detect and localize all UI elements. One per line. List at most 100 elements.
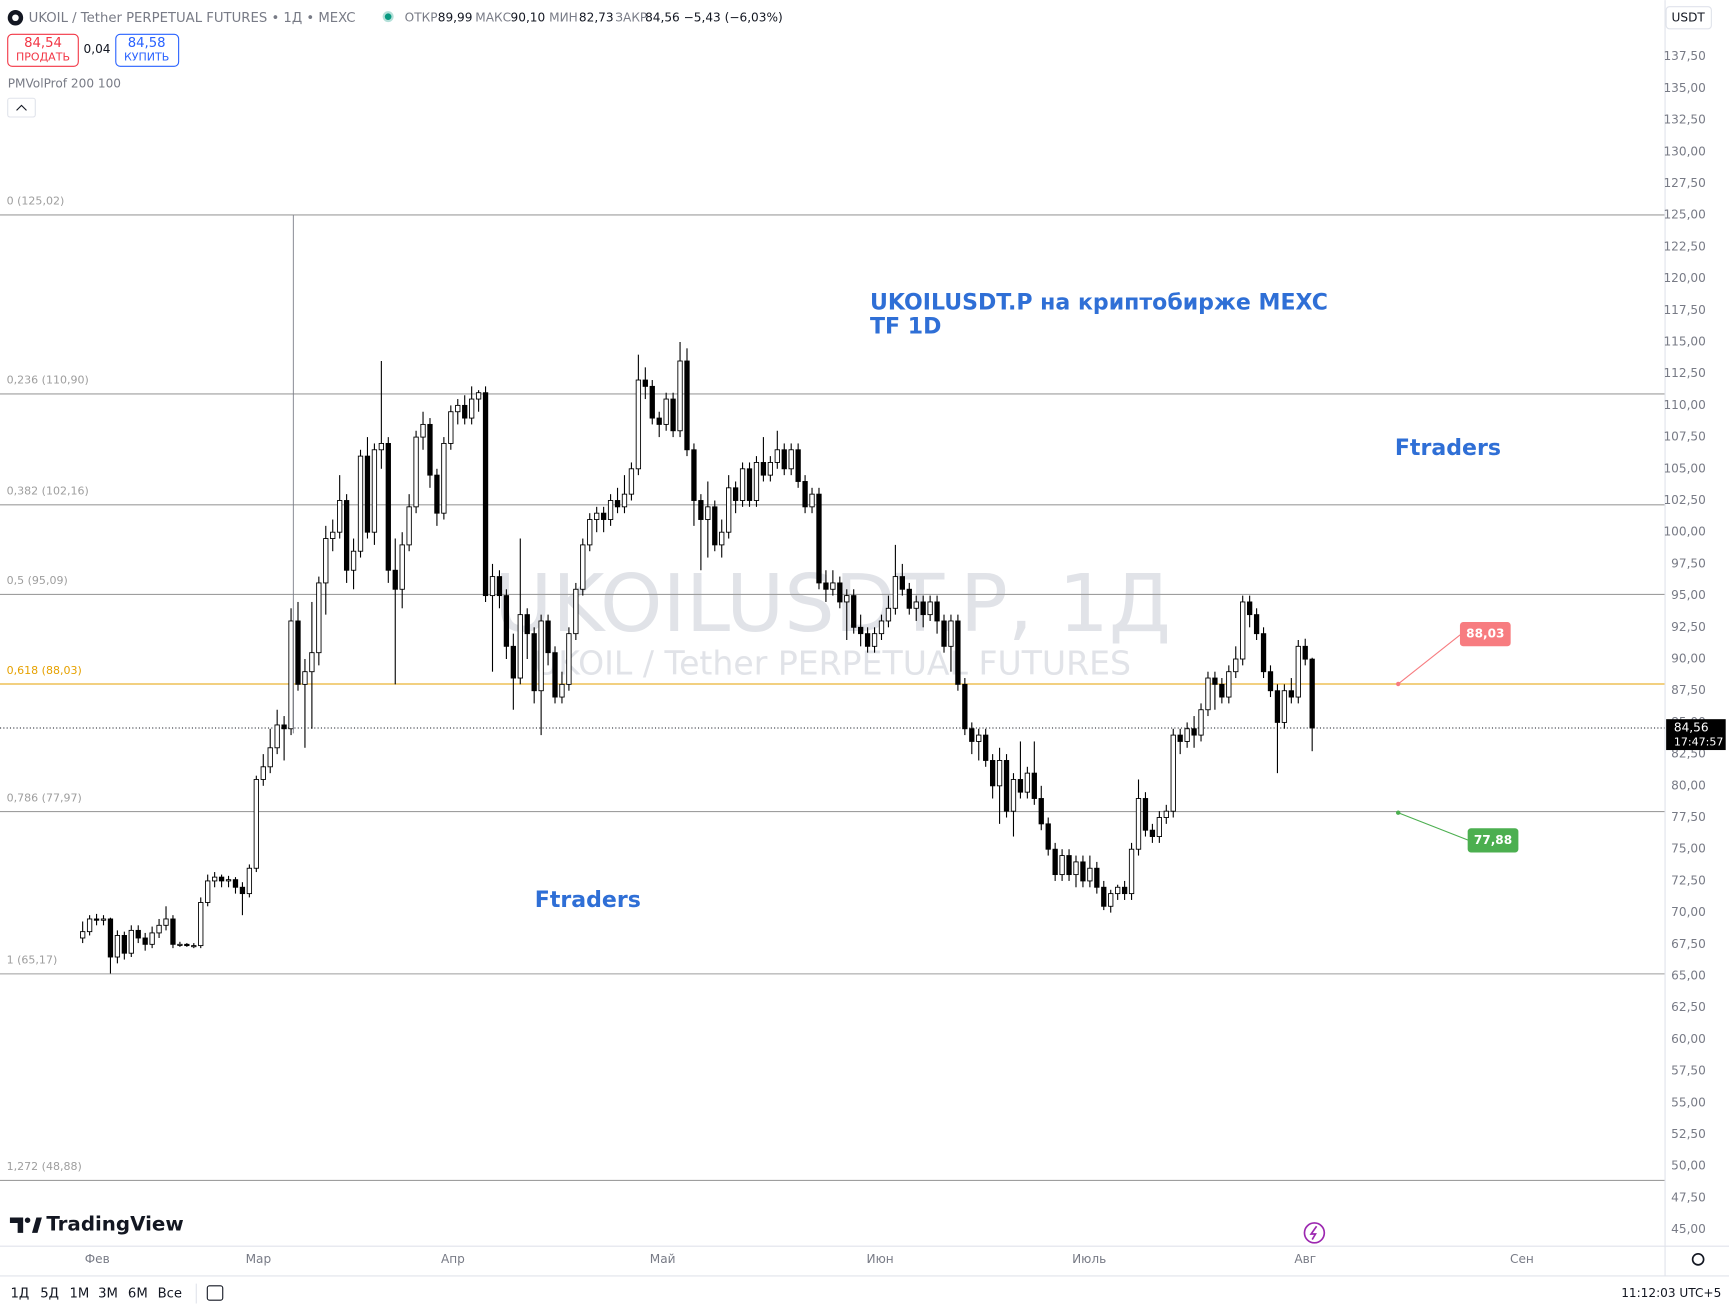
candle-body — [1267, 671, 1274, 692]
x-tick-label: Фев — [85, 1252, 110, 1266]
y-tick-label: 110,00 — [1663, 398, 1705, 412]
last-price-tag — [1666, 719, 1726, 751]
annotation: UKOILUSDT.P на криптобирже MEXC — [870, 290, 1328, 315]
candle-body — [989, 760, 996, 787]
range-button[interactable]: 5Д — [40, 1287, 59, 1302]
candle-body — [656, 417, 662, 425]
y-tick-label: 117,50 — [1663, 303, 1705, 317]
candle-body — [816, 493, 822, 584]
sell-button[interactable]: 84,54 ПРОДАТЬ — [7, 33, 79, 67]
price-note-box[interactable] — [1459, 622, 1511, 647]
currency-button[interactable]: USDT — [1665, 6, 1712, 30]
brand: TradingView — [9, 1213, 184, 1236]
calendar-icon[interactable] — [206, 1285, 224, 1301]
candle-body — [1247, 601, 1253, 616]
sell-price: 84,54 — [24, 36, 62, 51]
candle-body — [239, 886, 246, 895]
candle-body — [80, 931, 86, 939]
candle-body — [517, 614, 523, 679]
candle-body — [218, 876, 225, 882]
price-note-anchor — [1395, 810, 1401, 815]
candle-body — [246, 867, 253, 895]
open-value: 89,99 — [438, 10, 473, 24]
price-note-box[interactable] — [1467, 828, 1519, 853]
candle-body — [1080, 861, 1086, 882]
candle-body — [1156, 817, 1162, 837]
candle-body — [996, 760, 1003, 787]
y-tick-label: 92,50 — [1671, 620, 1706, 634]
fib-label: 0 (125,02) — [7, 195, 65, 208]
y-tick-label: 112,50 — [1663, 366, 1705, 380]
candle-body — [920, 601, 926, 616]
candle-body — [705, 506, 711, 520]
candle-body — [211, 876, 218, 882]
range-button[interactable]: 1М — [69, 1287, 89, 1302]
candle-body — [93, 918, 100, 921]
candle-body — [635, 379, 642, 470]
x-tick-label: Июль — [1072, 1252, 1106, 1266]
range-button[interactable]: 3М — [98, 1287, 118, 1302]
fib-label: 0,5 (95,09) — [7, 574, 68, 587]
low-value: 82,73 — [579, 10, 614, 24]
candle-body — [760, 462, 767, 476]
settings-icon[interactable] — [1691, 1253, 1705, 1266]
candle-body — [1038, 798, 1044, 825]
candle-body — [1101, 886, 1107, 907]
price-note-label: 77,88 — [1474, 833, 1512, 847]
candle-body — [1253, 614, 1260, 635]
currency: USDT — [1672, 10, 1706, 24]
candle-body — [927, 601, 933, 616]
y-tick-label: 77,50 — [1671, 810, 1706, 824]
symbol-icon-inner — [12, 14, 19, 22]
candle-body — [698, 500, 704, 520]
y-tick-label: 57,50 — [1671, 1064, 1706, 1078]
event-icon[interactable] — [1303, 1222, 1326, 1244]
candle-body — [594, 512, 600, 520]
candle-body — [892, 576, 899, 609]
fib-label: 0,618 (88,03) — [7, 664, 82, 677]
candle-body — [281, 724, 287, 730]
candle-body — [899, 576, 905, 590]
candle-body — [802, 481, 808, 508]
candle-body — [343, 500, 350, 571]
candle-body — [455, 404, 461, 413]
candle-body — [1281, 690, 1288, 723]
candle-body — [1094, 867, 1100, 888]
range-button[interactable]: Все — [158, 1287, 182, 1302]
candle-body — [1010, 779, 1017, 812]
candle-body — [489, 576, 496, 597]
fib-label: 0,236 (110,90) — [7, 374, 89, 387]
candle-body — [413, 436, 419, 508]
fib-label: 1,272 (48,88) — [7, 1160, 82, 1173]
range-button[interactable]: 6М — [128, 1287, 148, 1302]
candle-body — [524, 614, 530, 635]
price-note-leader — [1397, 633, 1462, 685]
candle-body — [830, 582, 836, 590]
candle-body — [1191, 728, 1197, 736]
collapse-button[interactable] — [7, 97, 36, 118]
candle-body — [1170, 734, 1176, 812]
y-tick-label: 135,00 — [1663, 81, 1705, 95]
candle-body — [1205, 677, 1211, 711]
candle-body — [1240, 601, 1246, 660]
candle-body — [469, 398, 475, 419]
candle-body — [607, 500, 614, 520]
y-tick-label: 62,50 — [1671, 1000, 1706, 1014]
candle-body — [448, 411, 454, 444]
countdown: 17:47:57 — [1674, 735, 1723, 748]
range-button[interactable]: 1Д — [10, 1287, 29, 1302]
y-tick-label: 87,50 — [1671, 683, 1706, 697]
candle-body — [191, 945, 197, 948]
candle-body — [205, 880, 211, 903]
candle-body — [962, 683, 968, 730]
y-tick-label: 47,50 — [1671, 1190, 1706, 1204]
buy-button[interactable]: 84,58 КУПИТЬ — [115, 33, 180, 67]
candle-body — [198, 902, 204, 947]
change-value: −5,43 (−6,03%) — [684, 10, 783, 24]
candle-body — [1302, 645, 1308, 660]
y-tick-label: 80,00 — [1671, 778, 1706, 792]
candle-body — [1163, 810, 1169, 818]
